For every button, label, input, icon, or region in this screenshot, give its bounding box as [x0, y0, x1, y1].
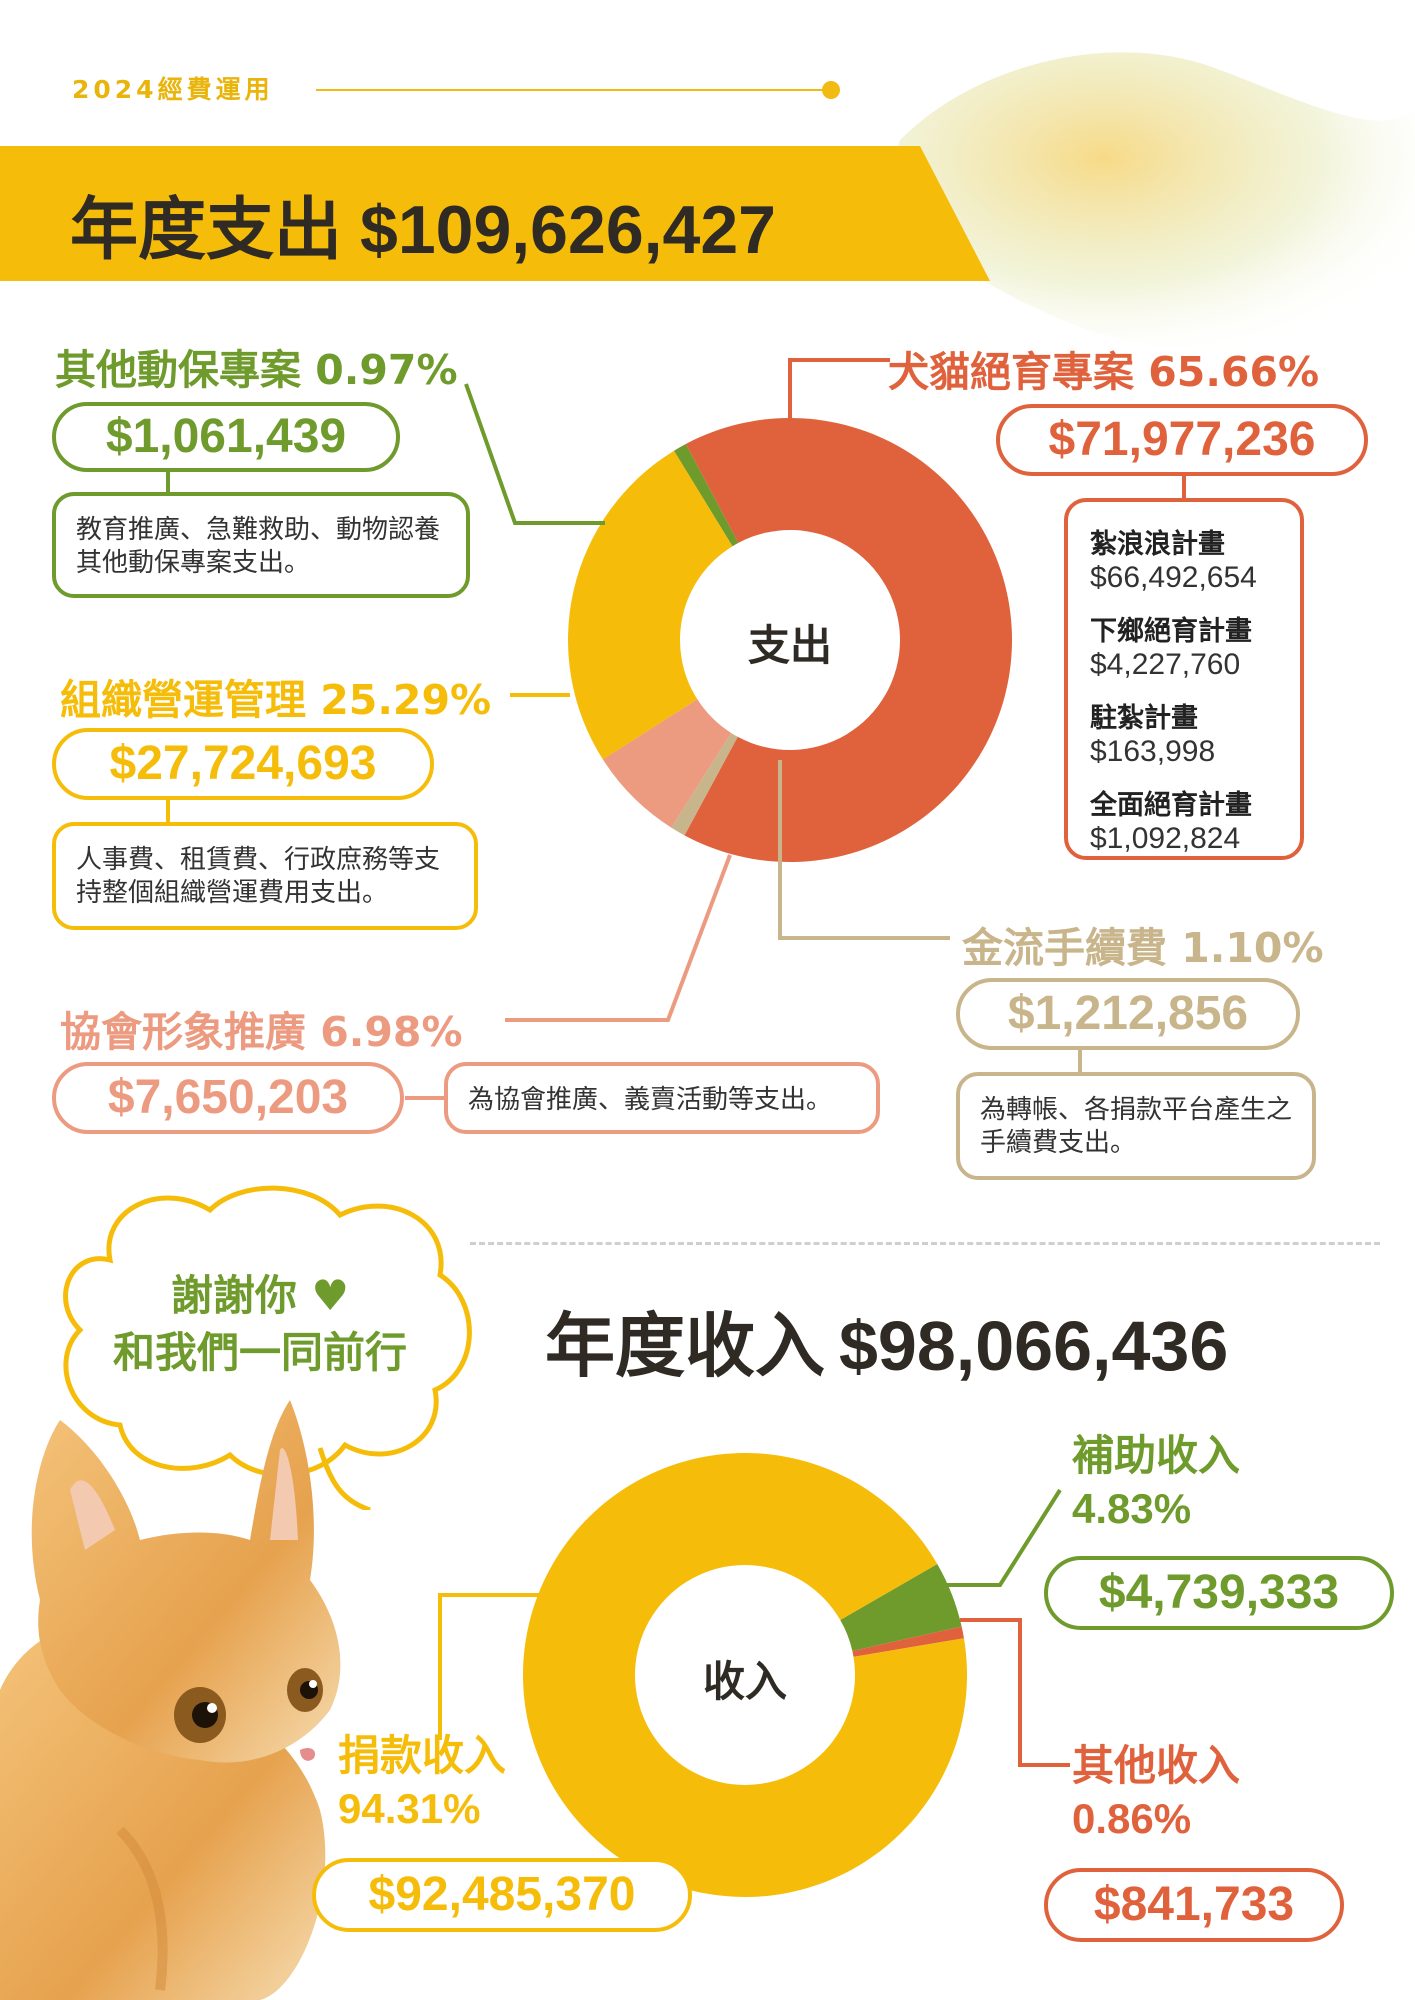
donut-slice-協會形象推廣 [602, 699, 732, 828]
income-center-label: 收入 [702, 1657, 787, 1706]
tnr-item-1-amount: $66,492,654 [1090, 561, 1257, 594]
header-divider-dot [822, 81, 840, 99]
connector-fee [778, 760, 950, 940]
category-promo-amount: $7,650,203 [52, 1062, 404, 1134]
category-fee-desc: 為轉帳、各捐款平台產生之手續費支出。 [956, 1072, 1316, 1180]
connector-animal [464, 383, 605, 525]
expense-label: 年度支出 [70, 190, 343, 270]
income-total: $98,066,436 [839, 1307, 1229, 1385]
category-tnr-title: 犬貓絕育專案 65.66% [888, 348, 1320, 396]
donut-slice-補助收入 [840, 1564, 962, 1651]
category-fee-amount: $1,212,856 [956, 978, 1300, 1050]
income-other-amount: $841,733 [1044, 1868, 1344, 1942]
category-tnr-breakdown: 紮浪浪計畫 $66,492,654 下鄉絕育計畫 $4,227,760 駐紮計畫… [1064, 498, 1304, 860]
year-label: 2024經費運用 [72, 75, 274, 104]
tnr-item-1-name: 紮浪浪計畫 [1090, 529, 1225, 560]
category-fee-title: 金流手續費 1.10% [962, 924, 1324, 972]
connector-subsidy [940, 1488, 1062, 1587]
income-donation-title: 捐款收入 94.31% [338, 1731, 507, 1832]
tnr-item-4-amount: $1,092,824 [1090, 822, 1241, 855]
connector-tnr [788, 358, 890, 420]
connector-other [960, 1618, 1070, 1767]
category-ops-desc: 人事費、租賃費、行政庶務等支持整個組織營運費用支出。 [52, 822, 478, 930]
category-fee-link [1078, 1050, 1082, 1074]
category-animal-amount: $1,061,439 [52, 402, 400, 472]
expense-total: $109,626,427 [360, 192, 776, 268]
section-divider [470, 1242, 1380, 1245]
thanks-message: 謝謝你 ♥ 和我們一同前行 [70, 1268, 450, 1381]
category-animal-desc: 教育推廣、急難救助、動物認養其他動保專案支出。 [52, 492, 470, 598]
category-animal-title: 其他動保專案 0.97% [55, 346, 458, 394]
connector-donation [438, 1593, 540, 1740]
thanks-line2: 和我們一同前行 [112, 1327, 407, 1377]
category-animal-link [166, 472, 170, 494]
income-total-heading: 年度收入 $98,066,436 [545, 1290, 1228, 1391]
tnr-item-4-name: 全面絕育計畫 [1090, 790, 1252, 821]
category-ops-link [166, 800, 170, 824]
expense-donut-chart [568, 418, 1012, 862]
expense-center-label: 支出 [747, 621, 832, 670]
income-subsidy-title: 補助收入 4.83% [1072, 1431, 1241, 1532]
donut-slice-犬貓絕育專案 [684, 418, 1012, 862]
connector-promo [505, 854, 732, 1022]
tnr-item-2-amount: $4,227,760 [1090, 648, 1241, 681]
income-subsidy-amount: $4,739,333 [1044, 1556, 1394, 1630]
thanks-line1: 謝謝你 [170, 1271, 297, 1320]
category-promo-desc: 為協會推廣、義賣活動等支出。 [444, 1062, 880, 1134]
background-blob [896, 52, 1415, 354]
category-ops-amount: $27,724,693 [52, 728, 434, 800]
category-ops-title: 組織營運管理 25.29% [60, 676, 492, 724]
header-divider-line [316, 89, 836, 91]
income-label: 年度收入 [545, 1304, 825, 1387]
tnr-item-3-name: 駐紮計畫 [1090, 703, 1198, 734]
category-tnr-amount: $71,977,236 [996, 404, 1368, 476]
expense-connectors [405, 358, 950, 1100]
tnr-item-2-name: 下鄉絕育計畫 [1090, 616, 1252, 647]
income-donation-amount: $92,485,370 [312, 1858, 692, 1932]
donut-slice-其他收入 [852, 1626, 964, 1657]
thought-cloud [63, 1185, 472, 1510]
kitten-image [0, 1400, 341, 2000]
income-connectors [438, 1488, 1070, 1767]
donut-slice-金流手續費 [671, 732, 738, 836]
donut-slice-捐款收入 [523, 1453, 967, 1897]
donut-slice-其他動保專案 [674, 443, 739, 547]
tnr-item-3-amount: $163,998 [1090, 735, 1216, 768]
expense-banner [0, 146, 990, 281]
category-tnr-link [1182, 476, 1186, 500]
category-promo-title: 協會形象推廣 6.98% [60, 1008, 463, 1056]
expense-total-heading: 年度支出 $109,626,427 [70, 174, 776, 273]
income-donut-chart [523, 1453, 967, 1897]
income-other-title: 其他收入 0.86% [1072, 1741, 1241, 1842]
heart-icon: ♥ [311, 1271, 350, 1320]
donut-slice-組織營運管理 [568, 450, 733, 760]
